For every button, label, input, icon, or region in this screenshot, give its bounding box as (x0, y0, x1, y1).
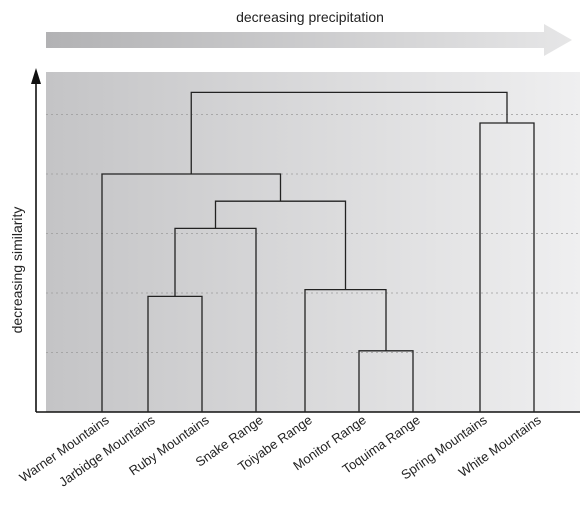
y-axis-label: decreasing similarity (9, 207, 25, 334)
dendrogram-tree (101, 91, 535, 412)
plot-background (46, 72, 580, 412)
top-arrow-label: decreasing precipitation (236, 9, 384, 25)
y-axis-arrow (31, 68, 41, 412)
precipitation-arrow (46, 24, 572, 56)
dendrogram-branch-m8 (190, 91, 508, 174)
grid-lines (46, 114, 580, 353)
